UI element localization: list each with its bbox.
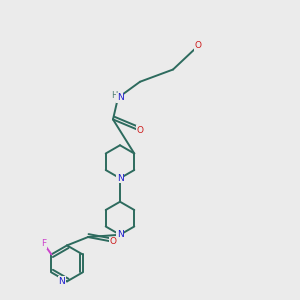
Text: N: N xyxy=(117,93,124,102)
Text: O: O xyxy=(136,126,143,135)
Text: O: O xyxy=(194,41,202,50)
Text: N: N xyxy=(58,277,65,286)
Text: F: F xyxy=(41,239,46,248)
Text: N: N xyxy=(117,230,123,239)
Text: H: H xyxy=(111,91,117,100)
Text: O: O xyxy=(110,237,116,246)
Text: N: N xyxy=(117,174,123,183)
